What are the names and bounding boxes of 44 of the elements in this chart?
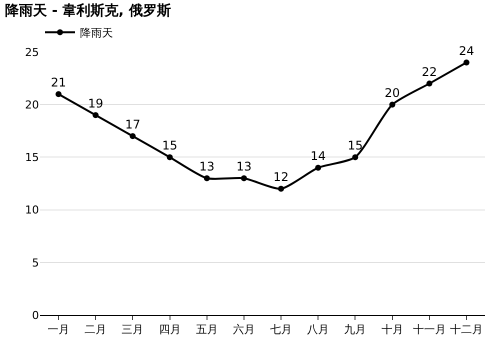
x-tick-label: 六月 (232, 323, 255, 336)
point (130, 133, 136, 140)
data-label: 13 (199, 159, 215, 174)
legend-label: 降雨天 (80, 26, 113, 40)
point (389, 102, 396, 108)
point (426, 80, 432, 87)
y-tick-label: 10 (25, 204, 39, 217)
x-tick-label: 七月 (270, 323, 292, 336)
y-tick-label: 15 (25, 151, 39, 164)
y-tick-label: 0 (32, 308, 39, 322)
x-tick-label: 一月 (48, 323, 70, 336)
x-tick-label: 十月 (381, 323, 404, 336)
data-label: 21 (50, 75, 66, 90)
data-label: 13 (236, 159, 252, 174)
y-tick-label: 5 (32, 256, 39, 270)
point (92, 112, 99, 118)
point (166, 154, 173, 160)
data-label: 17 (125, 117, 140, 132)
data-label: 14 (310, 148, 326, 163)
x-tick-label: 三月 (122, 323, 144, 336)
data-label: 15 (348, 138, 363, 152)
point (56, 91, 62, 98)
x-tick-label: 九月 (344, 323, 366, 336)
point (240, 175, 247, 182)
x-tick-label: 二月 (84, 323, 107, 336)
x-tick-label: 八月 (307, 323, 330, 336)
chart-title: 降雨天 - 韋利斯克, 俄罗斯 (5, 2, 171, 20)
data-label: 19 (88, 96, 104, 110)
x-tick-label: 四月 (158, 323, 181, 336)
data-label: 20 (384, 86, 400, 100)
point (463, 60, 470, 66)
y-tick-label: 25 (25, 46, 39, 59)
data-label: 15 (162, 138, 178, 152)
point (315, 164, 322, 171)
point (204, 175, 210, 182)
x-tick-label: 五月 (196, 323, 218, 336)
x-tick-label: 十二月 (450, 323, 483, 336)
y-tick-label: 20 (25, 98, 39, 112)
data-label: 12 (273, 170, 289, 184)
data-label: 24 (458, 44, 474, 58)
x-tick-label: 十一月 (412, 323, 446, 336)
point (278, 186, 284, 192)
point (352, 154, 358, 160)
data-label: 22 (422, 64, 438, 79)
